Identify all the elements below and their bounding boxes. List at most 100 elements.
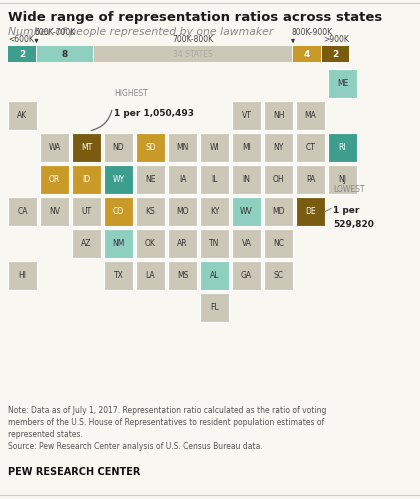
Text: TX: TX — [113, 271, 123, 280]
Text: NC: NC — [273, 239, 284, 248]
Text: LA: LA — [146, 271, 155, 280]
Text: ME: ME — [337, 79, 348, 88]
Text: DE: DE — [305, 207, 316, 216]
Bar — [232, 197, 261, 226]
Bar — [136, 197, 165, 226]
Text: NH: NH — [273, 111, 284, 120]
Text: AZ: AZ — [81, 239, 92, 248]
Bar — [136, 165, 165, 194]
Bar — [264, 197, 293, 226]
Text: HI: HI — [18, 271, 26, 280]
Bar — [200, 133, 229, 162]
Bar — [264, 229, 293, 258]
Bar — [104, 261, 133, 290]
Text: <600K: <600K — [8, 35, 34, 44]
Text: WI: WI — [210, 143, 219, 152]
Bar — [168, 133, 197, 162]
Text: 34 STATES: 34 STATES — [173, 49, 213, 58]
Bar — [264, 165, 293, 194]
Bar — [232, 229, 261, 258]
Text: CA: CA — [17, 207, 28, 216]
Text: NM: NM — [112, 239, 125, 248]
Bar — [8, 261, 37, 290]
Bar — [72, 229, 101, 258]
Text: AL: AL — [210, 271, 219, 280]
Text: Note: Data as of July 1, 2017. Representation ratio calculated as the ratio of v: Note: Data as of July 1, 2017. Represent… — [8, 406, 326, 452]
Text: MA: MA — [304, 111, 316, 120]
Text: 529,820: 529,820 — [333, 220, 374, 229]
Bar — [296, 165, 325, 194]
Text: KY: KY — [210, 207, 219, 216]
Bar — [321, 46, 349, 62]
Text: PA: PA — [306, 175, 315, 184]
Text: AR: AR — [177, 239, 188, 248]
Text: Number of people represented by one lawmaker: Number of people represented by one lawm… — [8, 27, 273, 37]
Text: PEW RESEARCH CENTER: PEW RESEARCH CENTER — [8, 467, 140, 477]
Bar — [296, 133, 325, 162]
Bar — [328, 69, 357, 98]
Bar — [200, 229, 229, 258]
Text: KS: KS — [146, 207, 155, 216]
Text: UT: UT — [81, 207, 92, 216]
Text: 1 per 1,050,493: 1 per 1,050,493 — [115, 108, 194, 117]
Text: 1 per: 1 per — [333, 206, 360, 215]
Bar — [8, 101, 37, 130]
Text: IN: IN — [242, 175, 250, 184]
Bar — [200, 293, 229, 322]
Text: OK: OK — [145, 239, 156, 248]
Bar — [136, 261, 165, 290]
Bar — [264, 261, 293, 290]
Text: 600K-700K: 600K-700K — [34, 28, 76, 37]
Bar — [232, 101, 261, 130]
Text: ND: ND — [113, 143, 124, 152]
Text: 800K-900K: 800K-900K — [291, 28, 332, 37]
Bar — [40, 197, 69, 226]
Text: VT: VT — [241, 111, 252, 120]
Bar — [104, 229, 133, 258]
Text: TN: TN — [209, 239, 220, 248]
Bar — [136, 229, 165, 258]
Bar — [72, 197, 101, 226]
Text: >900K: >900K — [323, 35, 349, 44]
Text: 2: 2 — [333, 49, 339, 58]
Text: MS: MS — [177, 271, 188, 280]
Bar — [200, 261, 229, 290]
Bar — [168, 197, 197, 226]
Text: CO: CO — [113, 207, 124, 216]
Bar — [168, 165, 197, 194]
Bar — [104, 165, 133, 194]
Text: LOWEST: LOWEST — [333, 185, 365, 194]
Bar — [200, 165, 229, 194]
Text: Wide range of representation ratios across states: Wide range of representation ratios acro… — [8, 11, 382, 24]
Bar — [40, 165, 69, 194]
Bar — [104, 133, 133, 162]
Bar — [232, 133, 261, 162]
Text: 4: 4 — [304, 49, 310, 58]
Text: MO: MO — [176, 207, 189, 216]
Text: WA: WA — [48, 143, 60, 152]
Text: 700K-800K: 700K-800K — [173, 35, 214, 44]
Bar — [296, 101, 325, 130]
Bar — [232, 165, 261, 194]
Bar — [328, 133, 357, 162]
Text: MT: MT — [81, 143, 92, 152]
Text: MN: MN — [176, 143, 189, 152]
Bar — [8, 46, 36, 62]
Text: FL: FL — [210, 303, 219, 312]
Bar — [200, 197, 229, 226]
Bar — [328, 165, 357, 194]
Text: WV: WV — [240, 207, 253, 216]
Text: OR: OR — [49, 175, 60, 184]
Text: IL: IL — [211, 175, 218, 184]
Text: MI: MI — [242, 143, 251, 152]
Bar — [136, 133, 165, 162]
Text: 8: 8 — [62, 49, 68, 58]
Bar — [264, 133, 293, 162]
Text: OH: OH — [273, 175, 284, 184]
Bar — [168, 229, 197, 258]
Bar — [72, 133, 101, 162]
Text: VA: VA — [241, 239, 252, 248]
Bar — [37, 46, 92, 62]
Bar — [232, 261, 261, 290]
Text: WY: WY — [113, 175, 125, 184]
